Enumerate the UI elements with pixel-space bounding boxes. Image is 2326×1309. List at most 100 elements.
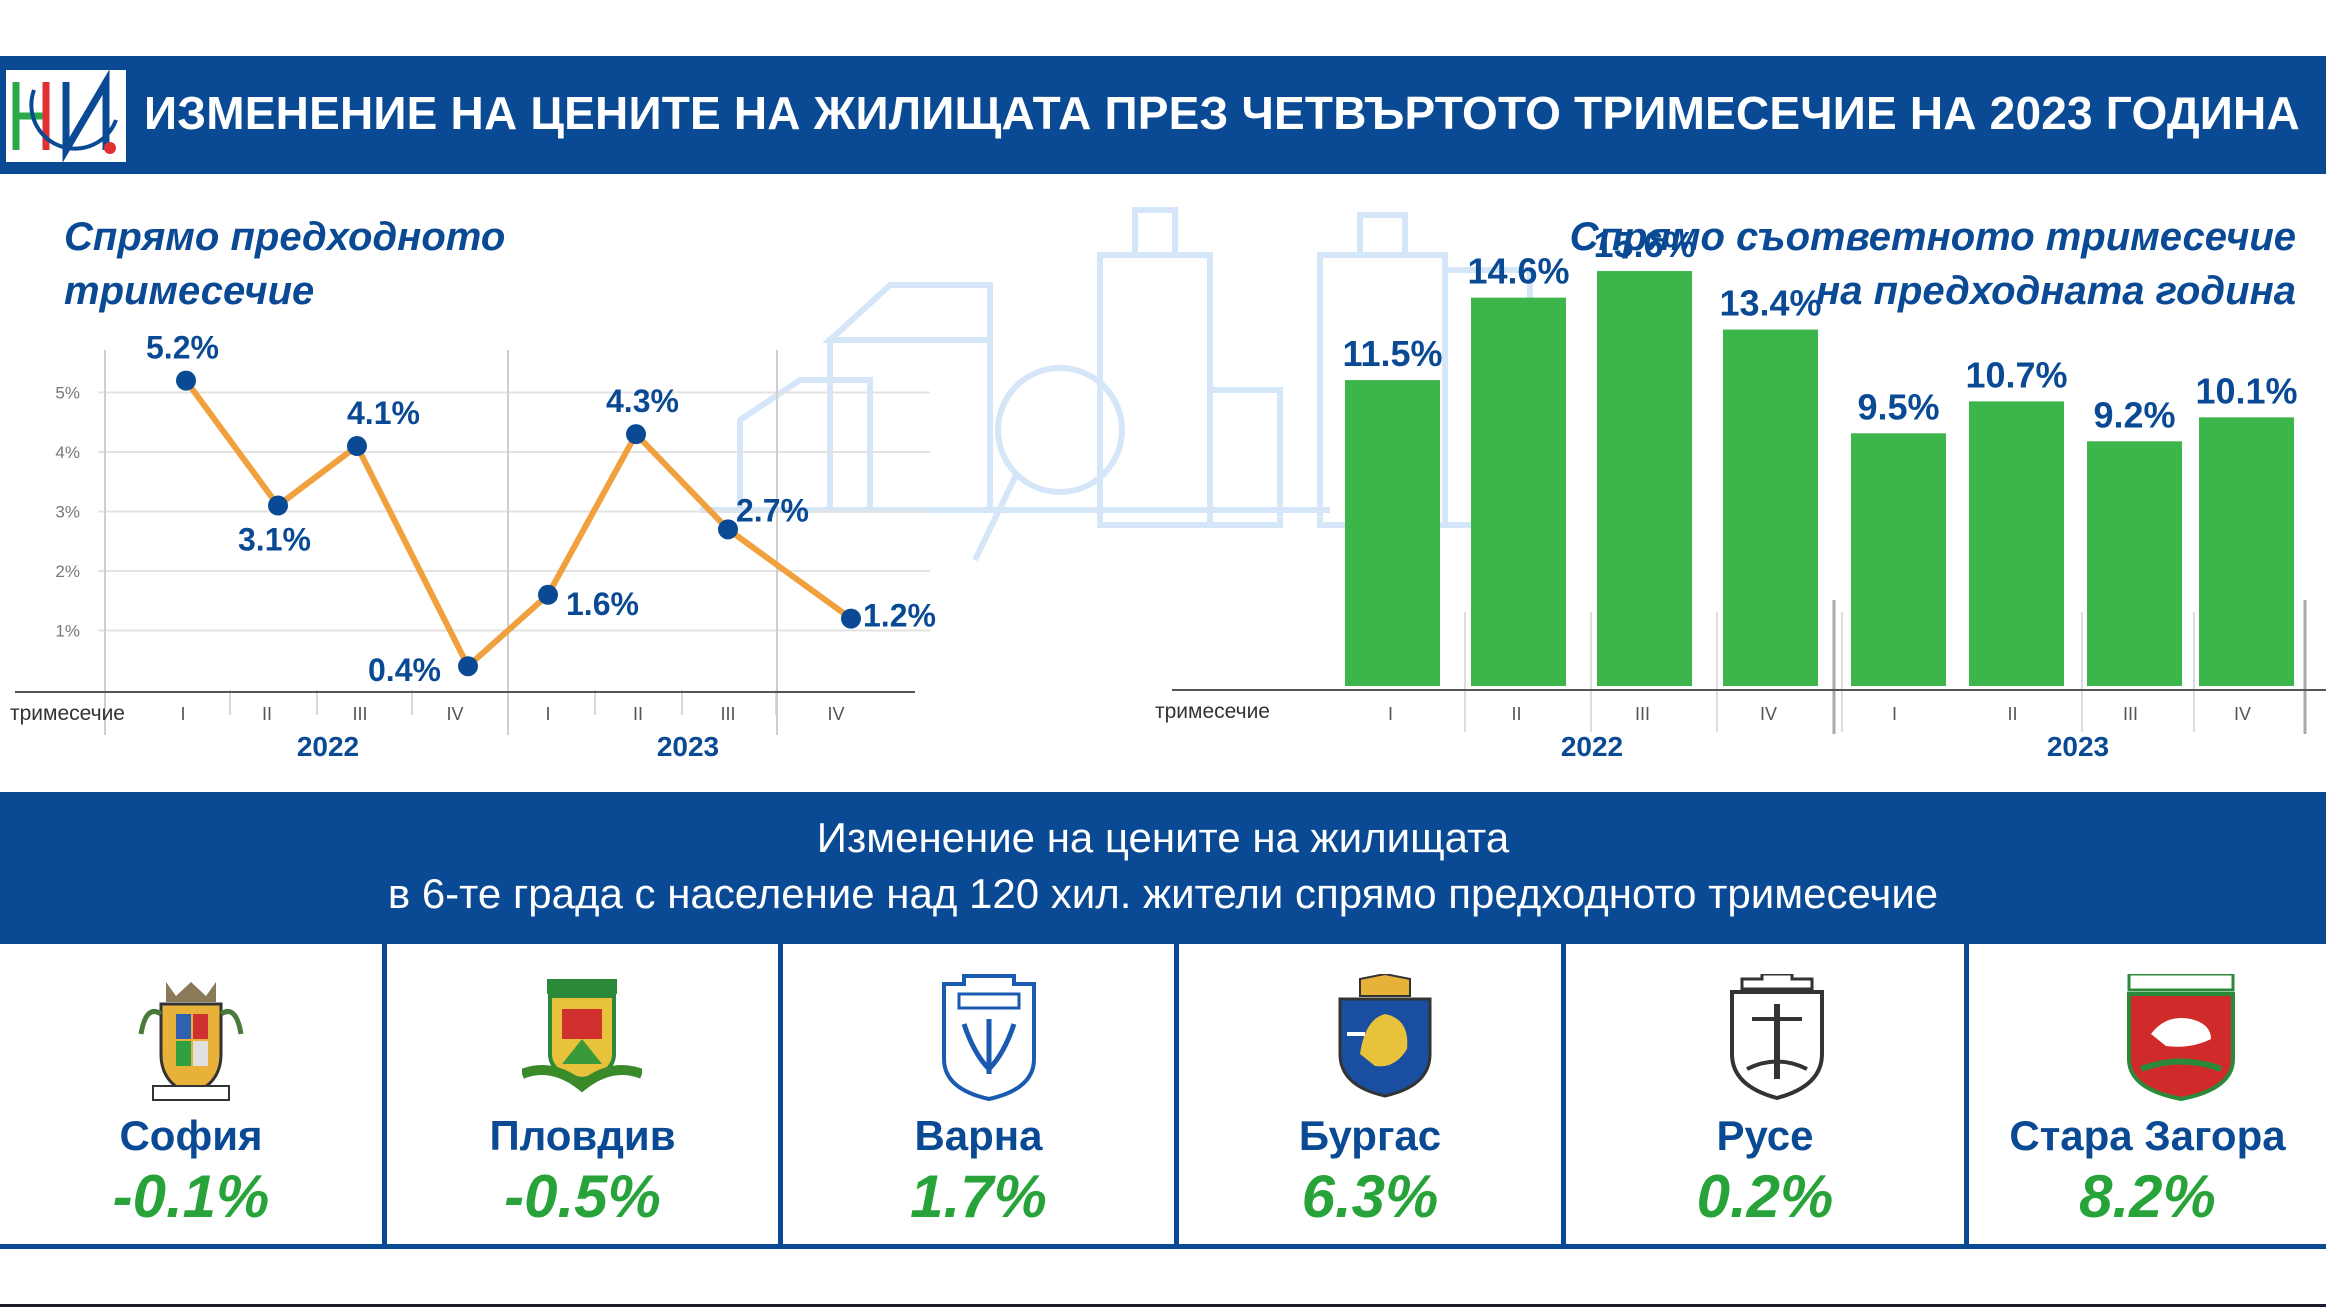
cities-banner: Изменение на цените на жилищата в 6-те г… [0, 792, 2326, 944]
x-tick-label: III [2123, 704, 2138, 724]
x-tick-label: I [1388, 704, 1393, 724]
city-name: Стара Загора [2009, 1112, 2286, 1159]
plovdiv-crest-icon [520, 974, 644, 1104]
city-divider [1561, 944, 1566, 1244]
sofia-crest-icon [131, 974, 251, 1104]
y-tick-label: 4% [55, 443, 80, 462]
city-name: Бургас [1298, 1112, 1442, 1159]
data-point [538, 584, 558, 605]
varna-crest-icon [929, 974, 1049, 1104]
city-divider [382, 944, 387, 1244]
data-label: 1.6% [566, 586, 639, 622]
data-label: 2.7% [736, 492, 809, 528]
bar-chart: тримесечие 11.5% I 14.6% II 15.6% III 13.4% IV 9.… [1155, 224, 2326, 762]
city-value: -0.5% [504, 1163, 661, 1230]
city-card-varna: Варна 1.7% [783, 944, 1174, 1244]
y-tick-label: 3% [55, 503, 80, 522]
data-point [626, 424, 646, 445]
data-label: 11.5% [1342, 333, 1442, 374]
x-tick-label: I [180, 704, 185, 724]
x-tick-label: IV [1760, 704, 1777, 724]
data-label: 9.5% [1857, 386, 1939, 427]
data-label: 4.3% [606, 383, 679, 419]
x-tick-label: I [545, 704, 550, 724]
y-tick-label: 2% [55, 562, 80, 581]
data-label: 4.1% [347, 395, 420, 431]
city-name: Русе [1716, 1112, 1814, 1159]
city-divider [778, 944, 783, 1244]
x-group-label: 2022 [297, 731, 359, 762]
bar [1969, 401, 2064, 686]
data-point [718, 519, 738, 540]
series-line [183, 378, 853, 670]
buildings-background-icon [700, 207, 1533, 562]
data-label: 10.1% [2195, 370, 2297, 411]
data-label: 5.2% [146, 330, 219, 366]
left-chart-title-line1: Спрямо предходното [64, 215, 506, 259]
x-tick-label: II [2007, 704, 2017, 724]
page-title: ИЗМЕНЕНИЕ НА ЦЕНИТЕ НА ЖИЛИЩАТА ПРЕЗ ЧЕТ… [144, 87, 2300, 139]
bar [1597, 271, 1692, 686]
data-point [176, 370, 196, 391]
x-tick-label: IV [2234, 704, 2251, 724]
cities-bottom-border [0, 1244, 2326, 1249]
x-group-label: 2023 [657, 731, 719, 762]
nsi-logo-icon [6, 69, 126, 163]
bar [1471, 297, 1566, 686]
ruse-crest-icon [1717, 972, 1837, 1104]
right-chart-title-line2: на предходната година [1816, 269, 2296, 313]
city-name: София [119, 1112, 263, 1159]
city-card-burgas: Бургас 6.3% [1179, 944, 1561, 1244]
x-tick-label: II [633, 704, 643, 724]
burgas-crest-icon [1325, 972, 1445, 1104]
city-value: 1.7% [910, 1163, 1047, 1230]
x-tick-label: I [1892, 704, 1897, 724]
left-chart-title-line2: тримесечие [64, 269, 315, 313]
x-group-label: 2022 [1561, 731, 1623, 762]
city-name: Варна [914, 1112, 1043, 1159]
data-label: 0.4% [368, 652, 441, 688]
x-tick-label: IV [446, 704, 463, 724]
x-tick-label: III [1635, 704, 1650, 724]
city-value: 6.3% [1301, 1163, 1439, 1230]
data-point [841, 608, 861, 629]
y-tick-label: 1% [55, 622, 80, 641]
header-bar [0, 56, 2326, 174]
stara-zagora-crest-icon [2121, 972, 2241, 1104]
cities-banner-line2: в 6-те града с население над 120 хил. жи… [387, 870, 1939, 917]
data-point [347, 436, 367, 457]
bar [2087, 441, 2182, 686]
data-label: 3.1% [238, 522, 311, 558]
x-tick-label: III [720, 704, 735, 724]
x-axis-title: тримесечие [10, 702, 125, 725]
x-tick-label: IV [827, 704, 844, 724]
x-tick-label: II [262, 704, 272, 724]
city-card-plovdiv: Пловдив -0.5% [387, 944, 778, 1244]
data-label: 1.2% [863, 598, 936, 634]
left-chart-title: Спрямо предходното тримесечие [64, 210, 505, 318]
cities-banner-line1: Изменение на цените на жилищата [816, 814, 1510, 861]
city-value: 0.2% [1696, 1163, 1834, 1230]
data-point [458, 656, 478, 677]
x-axis-title: тримесечие [1155, 700, 1270, 723]
data-label: 9.2% [2093, 394, 2175, 435]
city-divider [1964, 944, 1969, 1244]
data-label: 13.4% [1719, 283, 1821, 324]
x-group-label: 2023 [2047, 731, 2109, 762]
data-label: 10.7% [1965, 354, 2067, 395]
city-card-sofia: София -0.1% [0, 944, 382, 1244]
data-label: 15.6% [1593, 224, 1695, 265]
bar [1345, 380, 1440, 686]
line-chart: 1%2%3%4%5%тримесечие I II III IV I II III IV2022… [10, 330, 936, 762]
bar [2199, 417, 2294, 686]
data-point [268, 495, 288, 516]
city-card-ruse: Русе 0.2% [1566, 944, 1964, 1244]
x-tick-label: III [352, 704, 367, 724]
data-label: 14.6% [1467, 251, 1569, 292]
city-name: Пловдив [489, 1112, 676, 1159]
cities-row: София -0.1% Пловдив -0.5% Варна 1.7% [0, 944, 2326, 1244]
right-chart-title-line1: Спрямо съответното тримесечие [1569, 215, 2296, 259]
footer-rule [0, 1304, 2326, 1307]
city-card-stara-zagora: Стара Загора 8.2% [1969, 944, 2326, 1244]
